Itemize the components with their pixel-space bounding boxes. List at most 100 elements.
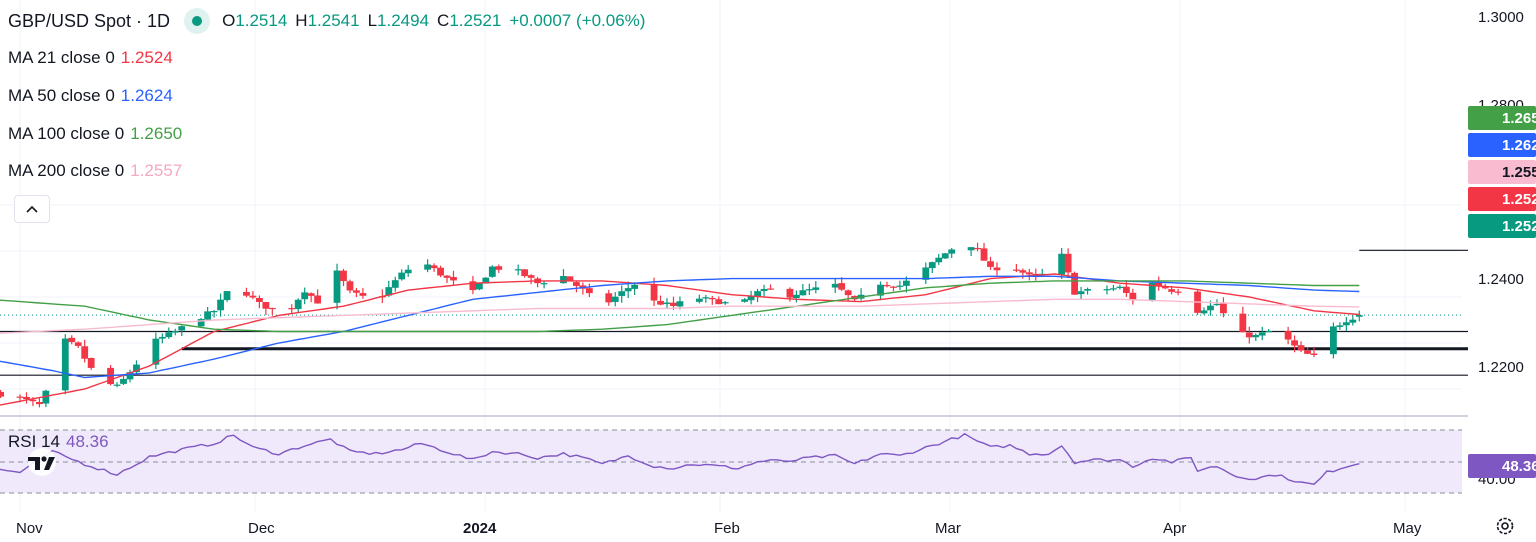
- candle-body: [799, 290, 807, 296]
- time-tick-label: Apr: [1163, 520, 1186, 537]
- candle-body: [346, 281, 354, 291]
- candle-body: [754, 291, 761, 298]
- time-tick-label: Feb: [714, 520, 740, 537]
- candle-body: [255, 297, 263, 302]
- candle-body: [126, 372, 134, 380]
- candle-body: [1077, 291, 1085, 295]
- candle-body: [61, 338, 69, 391]
- candle-body: [663, 302, 671, 305]
- price-badge-label: 1.2521: [1502, 218, 1536, 235]
- candle-body: [631, 284, 639, 289]
- ma200-value: 1.2557: [130, 161, 183, 180]
- candle-body: [1252, 334, 1260, 338]
- candle-body: [424, 264, 432, 270]
- candle-body: [1220, 303, 1227, 314]
- rsi-legend[interactable]: RSI 14 48.36: [8, 432, 109, 452]
- open-value: 1.2514: [235, 11, 288, 30]
- candle-body: [1103, 289, 1111, 291]
- candle-body: [1265, 331, 1273, 333]
- tradingview-logo-icon[interactable]: [22, 448, 62, 476]
- high-label: H: [295, 11, 308, 30]
- candles: [0, 242, 1363, 408]
- collapse-legend-button[interactable]: [14, 195, 50, 223]
- candle-body: [1284, 331, 1292, 340]
- candle-body: [1084, 289, 1091, 291]
- symbol-title[interactable]: GBP/USD Spot · 1D: [8, 10, 171, 31]
- candle-body: [715, 299, 723, 305]
- price-badge: [1468, 454, 1536, 478]
- ma100-label: MA 100 close 0: [8, 124, 125, 143]
- candle-body: [288, 308, 296, 310]
- candle-body: [747, 296, 755, 301]
- rsi-label: RSI 14: [8, 432, 60, 451]
- candle-body: [805, 289, 813, 291]
- candle-body: [1342, 322, 1350, 326]
- ma200-legend[interactable]: MA 200 close 0 1.2557: [8, 161, 182, 181]
- grid: [0, 0, 1536, 512]
- candle-body: [948, 249, 956, 254]
- ma50-legend[interactable]: MA 50 close 0 1.2624: [8, 86, 173, 106]
- candle-body: [1019, 270, 1027, 273]
- candle-body: [1291, 340, 1298, 346]
- candle-body: [1355, 315, 1363, 317]
- candle-body: [158, 336, 166, 339]
- price-badges: 1.2650 1.2624 1.2557 1.2524 1.2521 48.36: [1468, 106, 1536, 478]
- candle-body: [133, 364, 140, 373]
- market-status-icon[interactable]: [184, 8, 211, 34]
- candle-body: [217, 299, 224, 311]
- time-tick-label: Nov: [16, 520, 43, 537]
- candle-body: [1207, 305, 1214, 311]
- candle-body: [171, 331, 179, 333]
- candle-body: [844, 290, 852, 296]
- candle-body: [987, 261, 994, 267]
- ma21-legend[interactable]: MA 21 close 0 1.2524: [8, 48, 173, 68]
- candle-body: [178, 326, 186, 331]
- candle-body: [1258, 332, 1266, 336]
- candle-body: [398, 272, 406, 280]
- candle-body: [482, 277, 490, 284]
- candle-body: [268, 307, 276, 310]
- candle-body: [585, 288, 593, 294]
- candle-body: [1297, 345, 1305, 351]
- ma21-line: [0, 273, 1360, 406]
- candle-body: [573, 282, 580, 286]
- candle-body: [812, 287, 820, 290]
- candle-body: [152, 338, 160, 365]
- price-badge-label: 1.2650: [1502, 110, 1536, 127]
- close-value: 1.2521: [449, 11, 502, 30]
- candle-body: [676, 301, 684, 307]
- candle-body: [0, 391, 4, 397]
- candle-body: [353, 290, 360, 293]
- candle-body: [670, 302, 677, 307]
- candle-body: [1155, 282, 1163, 287]
- candle-body: [1239, 313, 1247, 333]
- candle-body: [443, 275, 451, 278]
- candle-body: [605, 293, 613, 303]
- candle-body: [702, 297, 710, 299]
- candle-body: [560, 276, 567, 284]
- candle-body: [1122, 286, 1130, 293]
- candle-body: [566, 276, 574, 282]
- price-badge-label: 1.2624: [1502, 137, 1536, 154]
- time-tick-label: Mar: [935, 520, 961, 537]
- candle-body: [29, 399, 37, 402]
- low-value: 1.2494: [377, 11, 430, 30]
- price-badge: [1468, 160, 1536, 184]
- price-badge: [1468, 133, 1536, 157]
- ma100-legend[interactable]: MA 100 close 0 1.2650: [8, 124, 182, 144]
- candle-body: [1064, 253, 1072, 273]
- ma100-value: 1.2650: [130, 124, 183, 143]
- candle-body: [68, 337, 76, 343]
- price-badge-label: 48.36: [1502, 458, 1536, 475]
- candle-body: [741, 299, 749, 302]
- candle-body: [340, 270, 347, 282]
- candle-body: [902, 280, 910, 286]
- candle-body: [1174, 291, 1182, 293]
- candle-body: [618, 291, 626, 296]
- candle-body: [540, 283, 548, 285]
- candle-body: [307, 293, 315, 296]
- gear-icon[interactable]: [1494, 515, 1516, 537]
- low-label: L: [367, 11, 378, 30]
